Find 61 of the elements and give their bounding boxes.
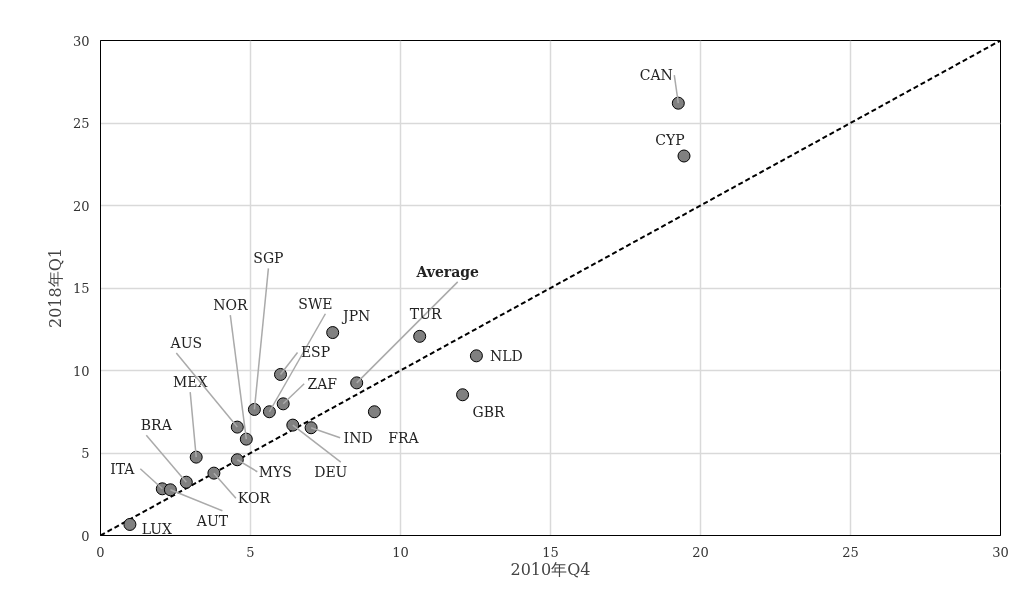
annotation: LUX: [141, 521, 173, 538]
point: [247, 402, 261, 416]
x-tick-label: 15: [542, 544, 559, 560]
x-tick-label: 20: [692, 544, 709, 560]
point: [179, 475, 193, 489]
annotation: NLD: [490, 347, 523, 364]
point: [230, 453, 244, 467]
x-tick-label: 0: [96, 544, 105, 560]
point: [274, 367, 287, 381]
point: [123, 517, 137, 531]
y-tick-label: 10: [72, 363, 90, 379]
annotation: SGP: [253, 250, 284, 267]
annotation: KOR: [237, 490, 271, 507]
annotation: ZAF: [307, 375, 338, 392]
annotation: IND: [343, 429, 373, 446]
annotation: JPN: [341, 307, 371, 324]
point: [230, 420, 244, 434]
point: [163, 483, 177, 497]
y-tick-label: 25: [72, 116, 90, 131]
x-tick-label: 30: [992, 544, 1009, 560]
y-tick-label: 20: [72, 198, 90, 214]
point: [239, 432, 253, 446]
y-axis-title: 2018年Q1: [45, 247, 65, 329]
y-tick-label: 30: [72, 33, 90, 49]
annotation: NOR: [213, 297, 248, 314]
annotation: GBR: [472, 403, 506, 420]
annotation: AUS: [169, 335, 203, 352]
x-axis-title: 2010年Q4: [510, 559, 591, 579]
point: [262, 405, 276, 419]
annotation: CAN: [639, 67, 673, 84]
annotation: SWE: [298, 295, 333, 312]
annotation: CYP: [655, 132, 685, 148]
x-tick-label: 10: [392, 544, 409, 560]
annotation: BRA: [140, 417, 173, 434]
y-tick-label: 15: [72, 281, 90, 296]
y-tick-label: 0: [81, 528, 90, 544]
annotation: AUT: [195, 512, 229, 529]
annotation: MYS: [258, 463, 292, 480]
point: [286, 418, 300, 432]
point: [189, 450, 203, 464]
point: [350, 376, 364, 390]
annotation: ESP: [300, 344, 331, 361]
annotation: Average: [415, 263, 480, 280]
point: [469, 349, 483, 363]
point: [326, 326, 340, 340]
annotation: ITA: [110, 460, 136, 477]
x-tick-label: 5: [246, 544, 255, 560]
y-tick-label: 5: [81, 446, 90, 461]
annotation: MEX: [172, 374, 208, 391]
point: [677, 149, 691, 163]
annotation: TUR: [409, 306, 442, 323]
point: [304, 421, 318, 435]
point: [276, 397, 290, 411]
annotation: FRA: [388, 429, 420, 446]
point: [456, 388, 470, 402]
annotation: DEU: [314, 464, 348, 481]
x-tick-label: 25: [842, 544, 859, 560]
point: [207, 466, 221, 480]
point: [367, 405, 381, 419]
point: [413, 329, 427, 343]
point: [671, 96, 685, 110]
